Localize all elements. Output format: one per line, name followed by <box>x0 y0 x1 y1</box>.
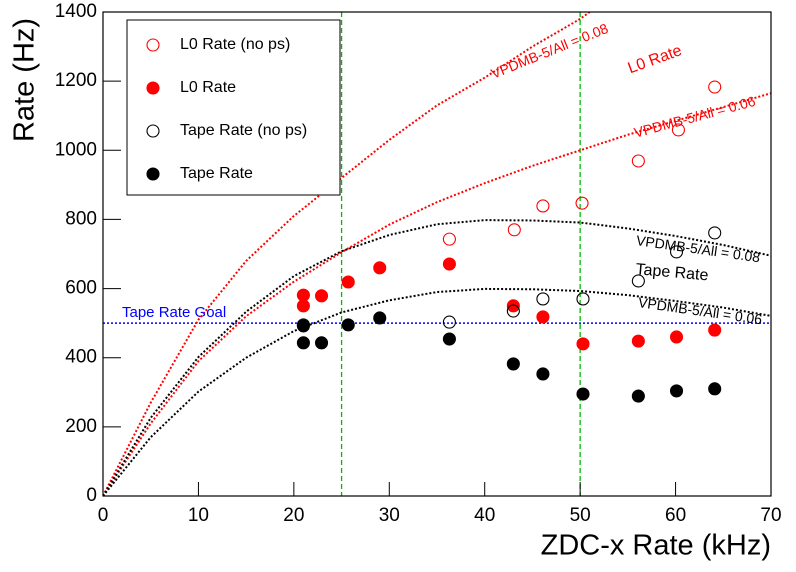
annotation: Tape Rate <box>635 261 709 284</box>
data-point <box>314 289 329 303</box>
legend-box <box>126 19 341 196</box>
data-point <box>631 154 645 168</box>
legend-marker <box>146 167 160 181</box>
data-point <box>341 275 355 289</box>
data-point <box>576 337 590 351</box>
data-point <box>575 196 589 210</box>
legend-marker <box>146 38 160 52</box>
legend-label: L0 Rate <box>180 79 236 96</box>
data-point <box>296 299 310 313</box>
data-point <box>506 357 520 371</box>
y-tick-label: 1400 <box>55 1 97 22</box>
data-point <box>631 334 645 348</box>
x-tick-label: 30 <box>379 505 400 526</box>
fit-curve <box>103 12 591 496</box>
x-tick-label: 60 <box>665 505 686 526</box>
x-tick-label: 70 <box>760 505 781 526</box>
y-tick-label: 600 <box>65 278 97 299</box>
data-point <box>296 319 310 333</box>
data-point <box>506 304 520 318</box>
legend-marker <box>146 124 160 138</box>
y-tick-label: 0 <box>86 485 97 506</box>
y-tick-label: 1200 <box>55 70 97 91</box>
data-point <box>671 123 685 137</box>
legend-label: Tape Rate <box>180 165 253 182</box>
data-point <box>314 336 329 350</box>
fit-curve <box>103 92 771 496</box>
data-point <box>373 261 387 275</box>
goal-label: Tape Rate Goal <box>122 304 226 321</box>
x-tick-label: 0 <box>98 505 109 526</box>
data-point <box>536 310 550 324</box>
data-point <box>536 292 550 306</box>
data-point <box>507 223 521 237</box>
data-point <box>708 226 722 240</box>
data-point <box>536 367 550 381</box>
data-point <box>708 382 722 396</box>
y-tick-label: 1000 <box>55 139 97 160</box>
data-point <box>341 318 355 332</box>
x-tick-label: 20 <box>283 505 304 526</box>
data-point <box>708 323 722 337</box>
data-point <box>506 299 520 313</box>
data-point <box>631 274 645 288</box>
data-point <box>669 384 684 398</box>
data-point <box>576 387 590 401</box>
y-tick-label: 200 <box>65 416 97 437</box>
data-point <box>442 232 456 246</box>
data-point <box>576 292 590 306</box>
legend-label: Tape Rate (no ps) <box>180 122 307 139</box>
x-tick-label: 50 <box>570 505 591 526</box>
y-axis-title: Rate (Hz) <box>9 18 41 142</box>
data-point <box>536 199 550 213</box>
data-point <box>442 257 456 271</box>
legend-marker <box>146 81 160 95</box>
data-point <box>442 332 456 346</box>
data-point <box>669 245 684 259</box>
data-point <box>442 315 456 329</box>
fit-curve <box>103 287 771 496</box>
data-point <box>631 389 645 403</box>
plot-frame <box>102 11 772 497</box>
x-axis-title: ZDC-x Rate (kHz) <box>541 530 771 562</box>
x-tick-label: 10 <box>188 505 209 526</box>
data-point <box>669 330 684 344</box>
x-tick-label: 40 <box>474 505 495 526</box>
data-point <box>708 80 722 94</box>
legend-label: L0 Rate (no ps) <box>180 36 290 53</box>
data-point <box>373 311 387 325</box>
data-point <box>296 336 310 350</box>
y-tick-label: 800 <box>65 208 97 229</box>
y-tick-label: 400 <box>65 347 97 368</box>
